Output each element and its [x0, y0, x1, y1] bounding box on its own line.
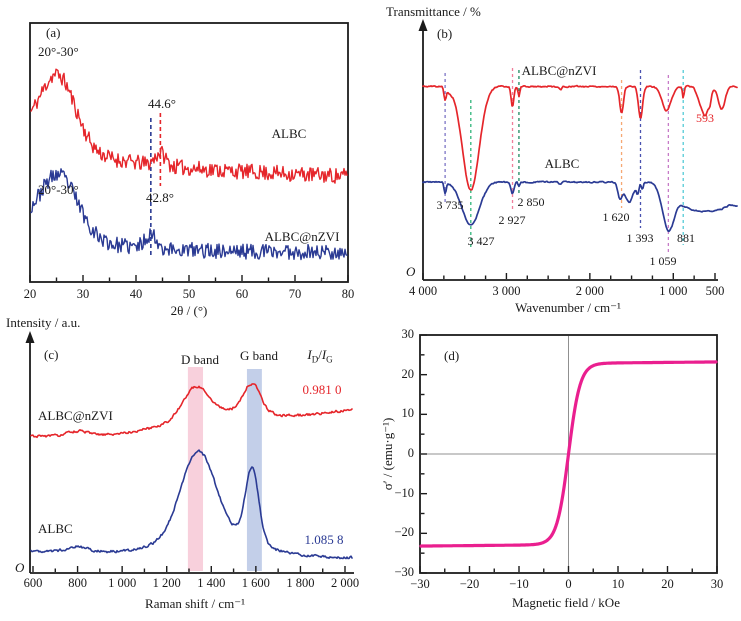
series-curve	[422, 84, 738, 191]
series-curve	[30, 449, 353, 560]
magnetization-plot-box	[419, 334, 718, 574]
ftir-peak-label: 2 927	[498, 213, 526, 227]
raman-xtick-label: 600	[23, 576, 43, 590]
xrd-xtick-label: 40	[129, 287, 143, 301]
ftir-xtick-label: 4 000	[408, 284, 438, 298]
ratio-value-albc-nzvi: 0.981 0	[302, 382, 342, 397]
ftir-xaxis-title: Wavenumber / cm⁻¹	[515, 300, 621, 315]
d-band-label: D band	[181, 352, 219, 367]
ftir-yaxis-title: Transmittance / %	[386, 4, 481, 19]
g-band-label: G band	[240, 348, 278, 363]
magnetization-ytick-label: 20	[401, 366, 415, 381]
series-curve	[419, 360, 718, 548]
magnetization-xtick-label: 20	[661, 577, 674, 591]
ftir-series-label-albc: ALBC	[544, 156, 580, 171]
ftir-xtick-label: 500	[705, 284, 725, 298]
intensity-ratio-header: ID/IG	[307, 347, 333, 365]
series-curve	[30, 168, 348, 261]
ftir-peak-label: 2 850	[517, 195, 545, 209]
ftir-peak-label: 1 059	[649, 254, 677, 268]
ftir-xtick-label: 1 000	[659, 284, 688, 298]
xrd-peak-annotation-44-6: 44.6°	[148, 96, 176, 111]
xrd-xaxis-title: 2θ / (°)	[170, 303, 208, 318]
magnetization-xtick-label: −20	[459, 577, 480, 591]
ftir-peak-label: 3 427	[467, 234, 495, 248]
panel-label-c: (c)	[44, 347, 59, 362]
ftir-peak-label: 1 620	[602, 210, 630, 224]
magnetization-ytick-label: 30	[401, 327, 415, 342]
ratio-numerator: I	[307, 347, 312, 362]
series-curve	[30, 68, 348, 184]
panel-label-d: (d)	[444, 348, 460, 363]
magnetization-xtick-label: 30	[710, 577, 724, 591]
ratio-numerator-sub: D	[311, 354, 319, 365]
series-curve	[30, 383, 353, 439]
xrd-plot-box	[29, 22, 349, 283]
magnetization-ytick-label: −20	[394, 525, 414, 540]
raman-xtick-label: 1 000	[108, 576, 137, 590]
raman-series-label-albc: ALBC	[38, 521, 73, 536]
xrd-xtick-label: 70	[288, 287, 302, 301]
ftir-series-label-albc-nzvi: ALBC@nZVI	[521, 63, 597, 78]
ratio-denominator-sub: G	[326, 354, 333, 365]
ratio-value-albc: 1.085 8	[304, 532, 344, 547]
raman-xtick-label: 1 400	[197, 576, 226, 590]
ftir-peak-label: 881	[677, 231, 695, 245]
xrd-xtick-label: 50	[182, 287, 196, 301]
raman-series-label-albc-nzvi: ALBC@nZVI	[38, 408, 113, 423]
magnetization-xaxis-title: Magnetic field / kOe	[512, 595, 620, 610]
series-curve	[422, 180, 738, 233]
raman-xtick-label: 1 600	[241, 576, 270, 590]
y-axis-arrowhead	[418, 19, 428, 31]
magnetization-xtick-label: −10	[509, 577, 529, 591]
panel-label-a: (a)	[46, 25, 61, 40]
magnetization-xtick-label: −30	[410, 577, 430, 591]
ratio-slash: /	[318, 347, 322, 362]
raman-xaxis-title: Raman shift / cm⁻¹	[145, 596, 245, 611]
raman-xtick-label: 1 200	[152, 576, 181, 590]
xrd-xtick-label: 20	[23, 287, 37, 301]
magnetization-ytick-label: 0	[407, 446, 414, 461]
xrd-xtick-label: 80	[341, 287, 355, 301]
xrd-xtick-label: 30	[76, 287, 90, 301]
ftir-origin-label: O	[406, 264, 416, 279]
y-axis-arrowhead	[25, 331, 35, 343]
magnetization-ytick-label: −10	[394, 485, 414, 500]
ftir-peak-label: 3 735	[436, 198, 464, 212]
magnetization-xtick-label: 10	[611, 577, 625, 591]
xrd-series-label-albc: ALBC	[271, 126, 307, 141]
magnetization-yaxis-title: σ′ / (emu·g⁻¹)	[379, 417, 395, 491]
magnetization-xtick-label: 0	[565, 577, 572, 591]
ftir-xtick-label: 3 000	[492, 284, 521, 298]
ftir-peak-label-593: 593	[696, 111, 714, 125]
xrd-series-label-albc-nzvi: ALBC@nZVI	[264, 229, 340, 244]
ratio-denominator: I	[321, 347, 327, 362]
xrd-peak-annotation-42-8: 42.8°	[146, 190, 174, 205]
raman-xtick-label: 800	[68, 576, 87, 590]
magnetization-ytick-label: 10	[401, 406, 415, 421]
magnetization-ytick-label: −30	[394, 565, 414, 580]
d-band-highlight	[187, 367, 204, 571]
ftir-xtick-label: 2 000	[575, 284, 604, 298]
ftir-peak-label: 1 393	[626, 231, 654, 245]
raman-xtick-label: 1 800	[286, 576, 315, 590]
xrd-xtick-label: 60	[235, 287, 249, 301]
panel-label-b: (b)	[437, 26, 453, 41]
raman-origin-label: O	[15, 560, 25, 575]
raman-xtick-label: 2 000	[330, 576, 360, 590]
raman-yaxis-title: Intensity / a.u.	[6, 315, 81, 330]
xrd-range-annotation-top: 20°-30°	[38, 44, 79, 59]
xrd-range-annotation-bottom: 20°-30°	[38, 182, 79, 197]
